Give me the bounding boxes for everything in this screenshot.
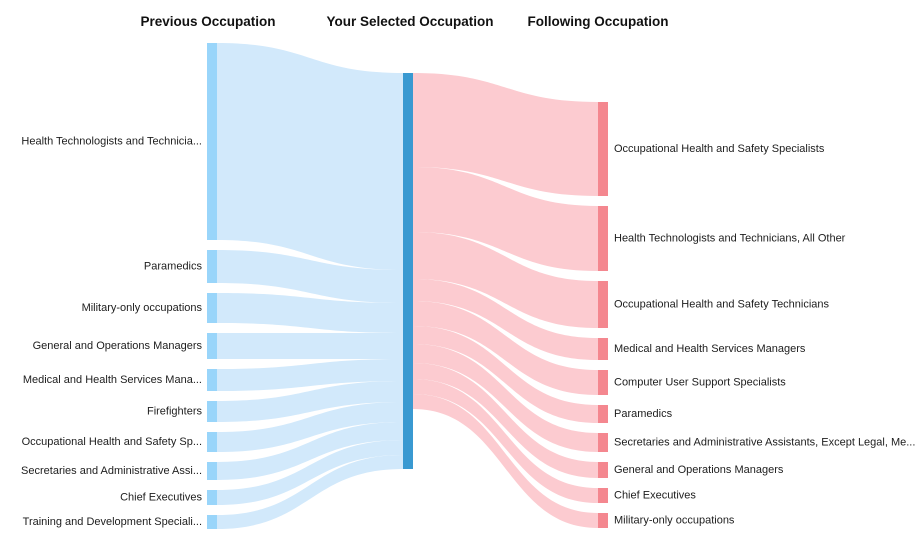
node-previous-chief-executives[interactable] — [207, 490, 217, 505]
flow-selected-to-occupational-health-and-safety-specialists[interactable] — [413, 73, 598, 196]
label-following-general-and-operations-managers: General and Operations Managers — [614, 464, 784, 476]
label-following-paramedics: Paramedics — [614, 408, 673, 420]
label-following-occupational-health-and-safety-specialists: Occupational Health and Safety Specialis… — [614, 143, 825, 155]
flow-secretaries-and-administrative-assi-to-selected[interactable] — [217, 422, 403, 480]
label-previous-chief-executives: Chief Executives — [120, 492, 202, 504]
label-previous-training-and-development-speciali: Training and Development Speciali... — [23, 516, 202, 528]
flow-selected-to-medical-and-health-services-managers[interactable] — [413, 279, 598, 360]
node-following-health-technologists-and-technicians-all-other[interactable] — [598, 206, 608, 271]
label-previous-secretaries-and-administrative-assi: Secretaries and Administrative Assi... — [21, 465, 202, 477]
flow-health-technologists-and-technicia-to-selected[interactable] — [217, 43, 403, 270]
node-following-computer-user-support-specialists[interactable] — [598, 370, 608, 395]
label-following-health-technologists-and-technicians-all-other: Health Technologists and Technicians, Al… — [614, 233, 846, 245]
node-previous-health-technologists-and-technicia[interactable] — [207, 43, 217, 240]
label-following-chief-executives: Chief Executives — [614, 490, 696, 502]
node-following-medical-and-health-services-managers[interactable] — [598, 338, 608, 360]
label-following-medical-and-health-services-managers: Medical and Health Services Managers — [614, 343, 806, 355]
label-following-secretaries-and-administrative-assistants-except: Secretaries and Administrative Assistant… — [614, 437, 915, 449]
flow-occupational-health-and-safety-sp-to-selected[interactable] — [217, 402, 403, 452]
label-previous-military-only-occupations: Military-only occupations — [82, 302, 203, 314]
node-following-chief-executives[interactable] — [598, 488, 608, 503]
node-previous-secretaries-and-administrative-assi[interactable] — [207, 462, 217, 480]
label-following-computer-user-support-specialists: Computer User Support Specialists — [614, 377, 786, 389]
node-following-secretaries-and-administrative-assistants-except[interactable] — [598, 433, 608, 452]
flow-military-only-occupations-to-selected[interactable] — [217, 293, 403, 333]
flow-general-and-operations-managers-to-selected[interactable] — [217, 333, 403, 359]
flow-selected-to-general-and-operations-managers[interactable] — [413, 363, 598, 478]
node-previous-firefighters[interactable] — [207, 401, 217, 422]
label-following-military-only-occupations: Military-only occupations — [614, 515, 735, 527]
node-previous-military-only-occupations[interactable] — [207, 293, 217, 323]
flow-selected-to-computer-user-support-specialists[interactable] — [413, 301, 598, 395]
node-following-military-only-occupations[interactable] — [598, 513, 608, 528]
flow-selected-to-chief-executives[interactable] — [413, 379, 598, 503]
flow-selected-to-health-technologists-and-technicians-all-other[interactable] — [413, 167, 598, 271]
flow-training-and-development-speciali-to-selected[interactable] — [217, 455, 403, 529]
node-previous-general-and-operations-managers[interactable] — [207, 333, 217, 359]
node-previous-paramedics[interactable] — [207, 250, 217, 283]
label-following-occupational-health-and-safety-technicians: Occupational Health and Safety Technicia… — [614, 299, 830, 311]
node-following-occupational-health-and-safety-technicians[interactable] — [598, 281, 608, 328]
flow-medical-and-health-services-mana-to-selected[interactable] — [217, 359, 403, 391]
node-following-paramedics[interactable] — [598, 405, 608, 423]
label-previous-health-technologists-and-technicia: Health Technologists and Technicia... — [21, 136, 202, 148]
column-header-following-occupation: Following Occupation — [527, 14, 669, 29]
node-previous-training-and-development-speciali[interactable] — [207, 515, 217, 529]
flow-selected-to-military-only-occupations[interactable] — [413, 394, 598, 528]
node-selected-occupation[interactable] — [403, 73, 413, 469]
node-following-occupational-health-and-safety-specialists[interactable] — [598, 102, 608, 196]
label-previous-paramedics: Paramedics — [144, 261, 203, 273]
flow-paramedics-to-selected[interactable] — [217, 250, 403, 303]
label-previous-occupational-health-and-safety-sp: Occupational Health and Safety Sp... — [22, 436, 202, 448]
label-previous-medical-and-health-services-mana: Medical and Health Services Mana... — [23, 374, 202, 386]
label-previous-general-and-operations-managers: General and Operations Managers — [33, 340, 203, 352]
node-previous-occupational-health-and-safety-sp[interactable] — [207, 432, 217, 452]
flow-firefighters-to-selected[interactable] — [217, 381, 403, 422]
flow-selected-to-secretaries-and-administrative-assistants-except[interactable] — [413, 344, 598, 452]
node-previous-medical-and-health-services-mana[interactable] — [207, 369, 217, 391]
label-previous-firefighters: Firefighters — [147, 406, 203, 418]
column-header-your-selected-occupation: Your Selected Occupation — [326, 14, 494, 29]
flow-selected-to-paramedics[interactable] — [413, 326, 598, 423]
flow-selected-to-occupational-health-and-safety-technicians[interactable] — [413, 232, 598, 328]
flow-chief-executives-to-selected[interactable] — [217, 440, 403, 505]
column-header-previous-occupation: Previous Occupation — [140, 14, 276, 29]
node-following-general-and-operations-managers[interactable] — [598, 462, 608, 478]
